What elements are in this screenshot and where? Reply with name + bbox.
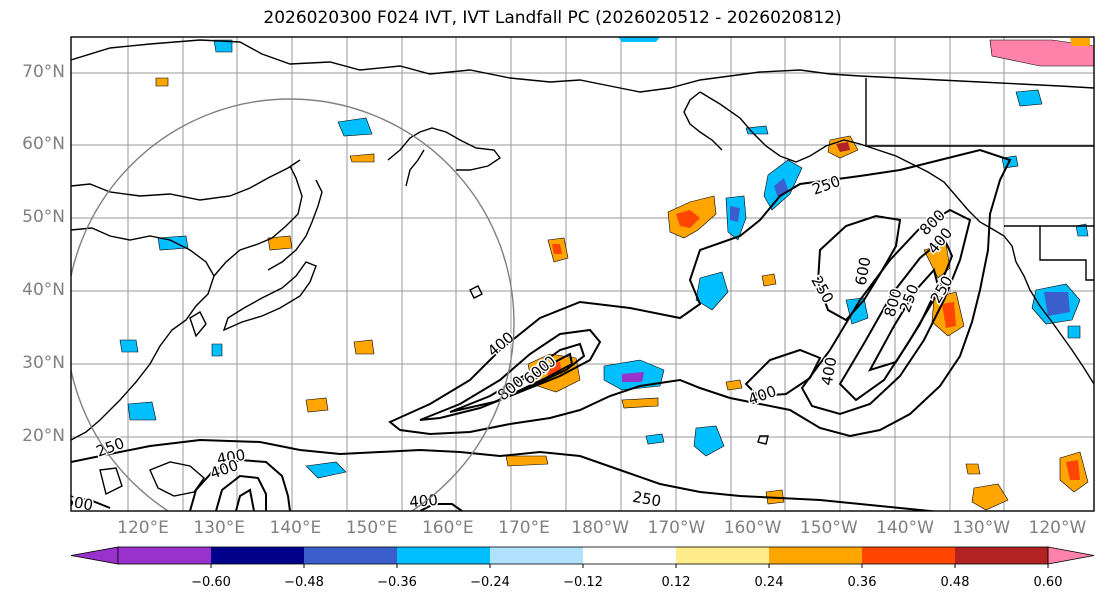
shade-blob [618, 37, 660, 42]
shade-blob [965, 463, 981, 475]
shade-blob [725, 379, 743, 391]
contour-label: 400 [409, 491, 439, 511]
lon-label: 140°E [269, 518, 322, 538]
shade-blob [267, 235, 293, 251]
contour-label: 400 [818, 355, 841, 386]
map-frame [70, 36, 1095, 512]
contour-label: 250 [807, 273, 837, 307]
shade-blob [645, 433, 665, 445]
colorbar-segment [676, 547, 770, 564]
colorbar-extend-max [1047, 546, 1095, 565]
lat-label: 50°N [22, 207, 65, 227]
shade-blob [745, 125, 769, 135]
shade-blob [989, 39, 1094, 67]
colorbar-segment [862, 547, 956, 564]
lat-label: 20°N [22, 426, 65, 446]
lat-label: 70°N [22, 62, 65, 82]
graticule [71, 37, 1094, 511]
lon-label: 150°W [799, 518, 858, 538]
contour-label: 250 [896, 282, 923, 315]
shade-blob [1066, 460, 1080, 480]
shade-blob [213, 39, 233, 53]
coastlines [71, 39, 1094, 497]
lon-label: 170°E [498, 518, 550, 538]
shade-blob [1067, 325, 1081, 339]
pc-shading [119, 37, 1094, 511]
shade-blob [305, 397, 329, 413]
colorbar-segment [955, 547, 1049, 564]
lon-label: 120°E [117, 518, 169, 538]
shade-blob [730, 206, 740, 222]
shade-blob [155, 77, 169, 87]
lon-label: 170°W [647, 518, 706, 538]
shade-blob [552, 244, 562, 254]
contour-label: 600 [63, 492, 94, 515]
colorbar-segment [118, 547, 212, 564]
colorbar-segment [583, 547, 677, 564]
contour-label: 250 [631, 488, 662, 511]
colorbar [70, 546, 1095, 568]
shade-blob [836, 142, 850, 152]
colorbar-segment [211, 547, 305, 564]
colorbar-tick-label: −0.48 [284, 575, 324, 590]
lon-label: 130°E [193, 518, 246, 538]
lat-label: 40°N [22, 280, 65, 300]
colorbar-tick-label: 0.12 [661, 575, 691, 590]
contour-label: 600 [852, 255, 875, 286]
shade-blob [621, 397, 659, 409]
map-title: 2026020300 F024 IVT, IVT Landfall PC (20… [263, 8, 842, 28]
contour-label: 400 [746, 382, 779, 409]
shade-blob [845, 297, 869, 325]
colorbar-tick-label: −0.36 [377, 575, 417, 590]
colorbar-tick-label: −0.12 [563, 575, 603, 590]
colorbar-segment [769, 547, 863, 564]
shade-blob [337, 117, 373, 137]
colorbar-tick-label: −0.24 [470, 575, 510, 590]
colorbar-tick-label: 0.48 [940, 575, 970, 590]
colorbar-tick-label: 0.36 [847, 575, 877, 590]
shade-blob [1044, 292, 1070, 316]
colorbar-extend-min [70, 546, 119, 565]
shade-blob [1015, 89, 1043, 107]
lon-label: 160°E [421, 518, 474, 538]
lon-label: 160°W [723, 518, 782, 538]
lon-label: 120°W [1028, 518, 1087, 538]
shade-blob [1070, 38, 1090, 46]
shade-blob [761, 273, 777, 287]
lon-label: 130°W [952, 518, 1011, 538]
lat-label: 30°N [22, 353, 65, 373]
colorbar-tick-label: 0.24 [754, 575, 784, 590]
shade-blob [971, 483, 1009, 511]
ivt-contours [71, 148, 1012, 511]
shade-blob [211, 343, 223, 357]
shade-blob [349, 153, 375, 163]
colorbar-tick-label: 0.60 [1033, 575, 1063, 590]
colorbar-segment [304, 547, 398, 564]
shade-blob [127, 401, 157, 421]
contour-label: 250 [810, 172, 843, 199]
lat-label: 60°N [22, 134, 65, 154]
landfall-domain-circle [71, 98, 515, 511]
shade-blob [505, 455, 549, 467]
shade-blob [923, 243, 951, 279]
colorbar-segment [397, 547, 491, 564]
lon-label: 150°E [345, 518, 398, 538]
lon-label: 180°W [571, 518, 630, 538]
shade-blob [119, 339, 139, 353]
lon-label: 140°W [876, 518, 934, 538]
shade-blob [676, 210, 700, 228]
shade-blob [774, 178, 788, 198]
shade-blob [353, 339, 375, 355]
colorbar-tick-label: −0.60 [191, 575, 231, 590]
shade-blob [305, 461, 347, 479]
colorbar-segment [490, 547, 584, 564]
shade-blob [1075, 223, 1089, 237]
shade-blob [693, 425, 725, 457]
shade-blob [942, 302, 956, 328]
shade-blob [622, 372, 644, 382]
